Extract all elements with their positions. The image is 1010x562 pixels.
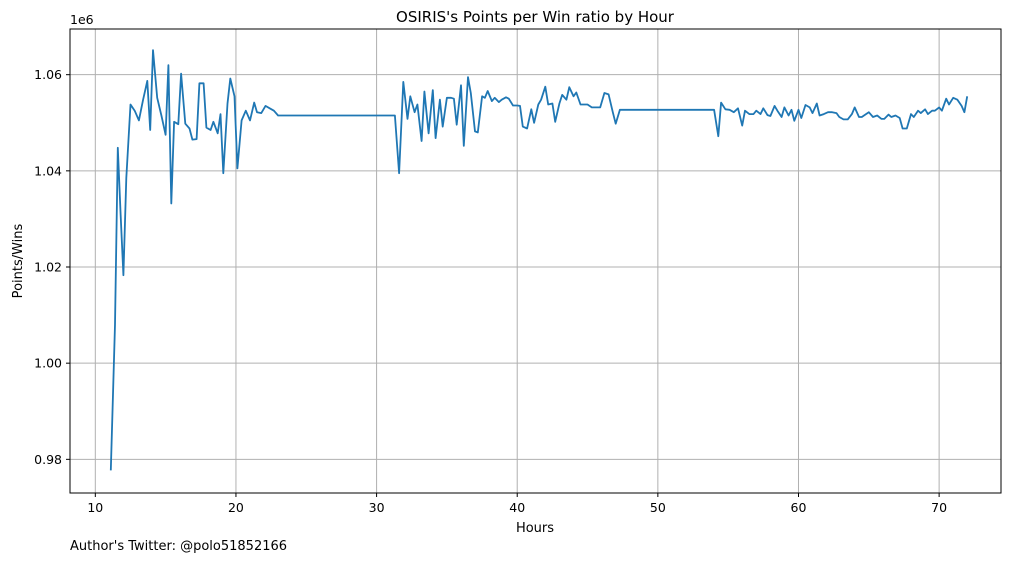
x-tick-label: 20 (228, 500, 244, 515)
x-tick-label: 60 (791, 500, 807, 515)
y-tick-label: 0.98 (34, 452, 62, 467)
chart-title: OSIRIS's Points per Win ratio by Hour (396, 8, 675, 26)
y-tick-label: 1.06 (34, 67, 62, 82)
x-axis-label: Hours (516, 521, 554, 536)
y-tick-label: 1.00 (34, 356, 62, 371)
y-tick-label: 1.04 (34, 163, 62, 178)
x-tick-label: 70 (931, 500, 947, 515)
y-axis-label: Points/Wins (11, 223, 26, 298)
plot-frame (69, 28, 1002, 494)
x-tick-label: 10 (87, 500, 103, 515)
axis-ticks: 10 20 30 40 50 60 70 0.98 1.00 1.02 1.04 1.06 (34, 67, 947, 515)
series-line (109, 49, 969, 471)
x-tick-label: 30 (369, 500, 385, 515)
grid-lines (70, 29, 1001, 493)
x-tick-label: 50 (650, 500, 666, 515)
y-offset-label: 1e6 (70, 12, 94, 27)
author-twitter-note: Author's Twitter: @polo51852166 (70, 539, 287, 554)
x-tick-label: 40 (509, 500, 525, 515)
series-group (109, 49, 969, 471)
y-tick-label: 1.02 (34, 260, 62, 275)
